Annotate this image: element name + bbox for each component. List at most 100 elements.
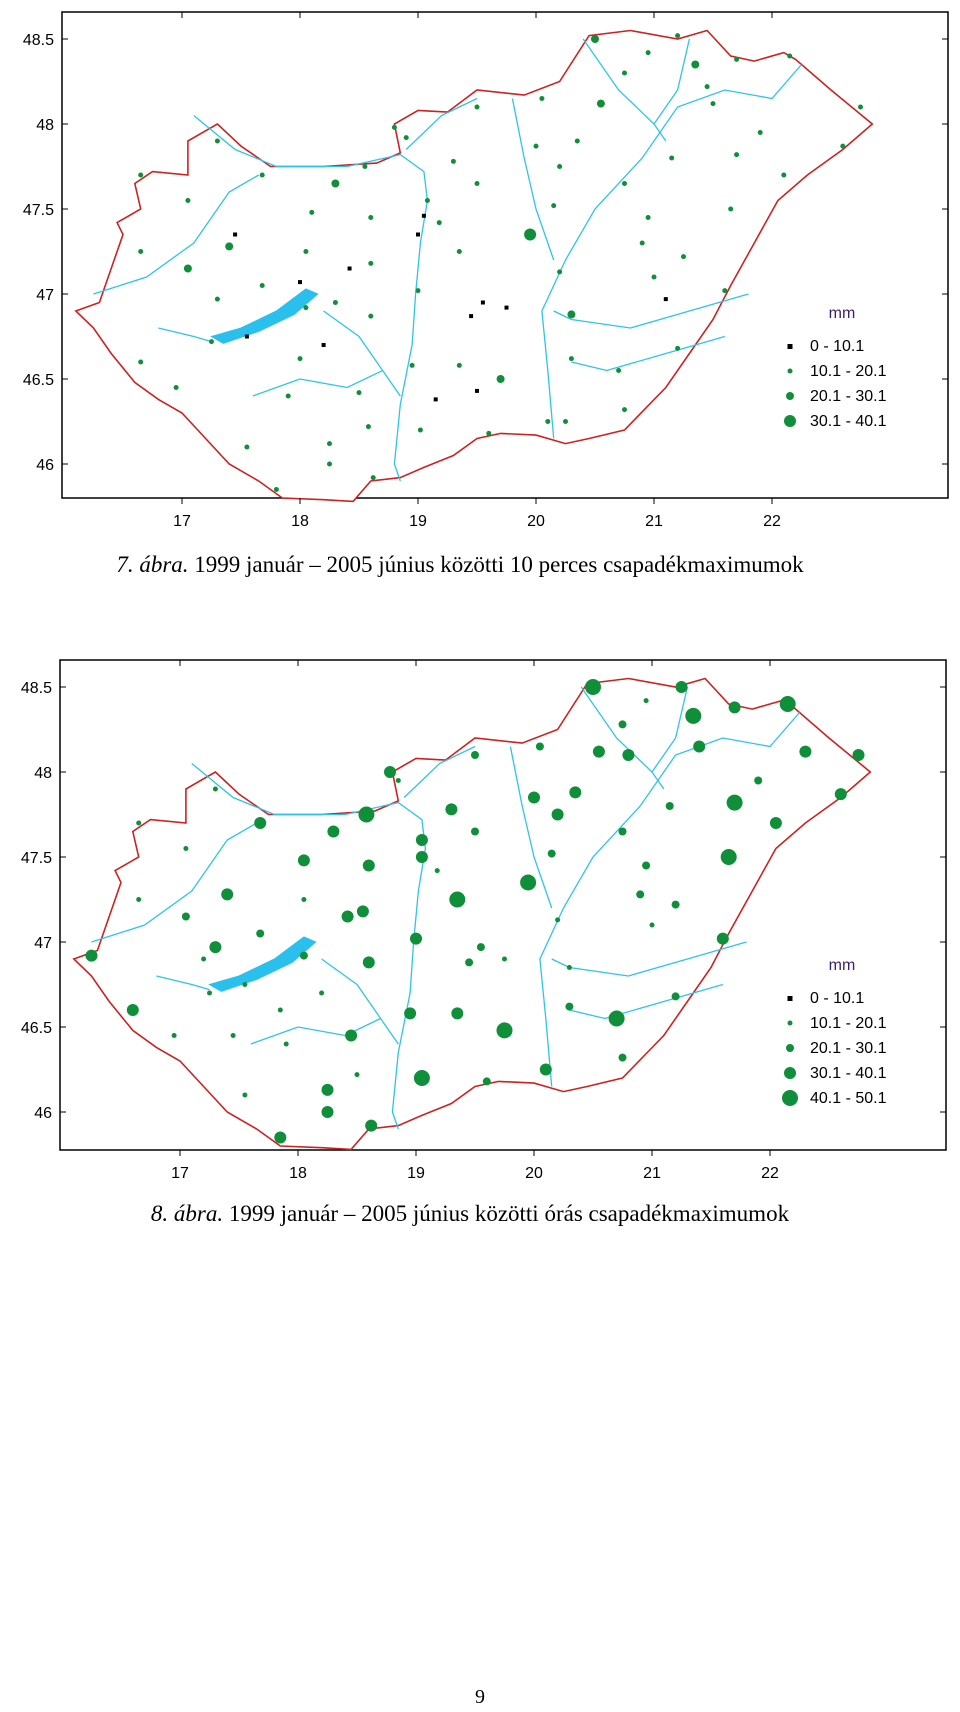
- x-tick-label: 20: [527, 513, 545, 530]
- station-marker: [303, 249, 309, 254]
- station-marker: [480, 300, 485, 305]
- station-marker: [209, 339, 214, 345]
- station-marker: [596, 99, 605, 108]
- station-marker: [244, 444, 250, 450]
- lake-balaton-shape: [208, 936, 317, 992]
- station-marker: [722, 288, 728, 294]
- figure-caption-2: 8. ábra. 1999 január – 2005 június közöt…: [0, 1200, 950, 1228]
- legend-marker: [784, 415, 796, 427]
- station-marker: [539, 1063, 552, 1076]
- station-marker: [181, 912, 190, 921]
- station-marker: [409, 362, 415, 368]
- station-marker: [476, 943, 485, 952]
- station-marker: [852, 749, 865, 761]
- legend-label: 0 - 10.1: [810, 338, 864, 355]
- figure-caption-1: 7. ábra. 1999 január – 2005 június közöt…: [0, 551, 940, 579]
- country-border: [72, 677, 872, 1151]
- legend-label: 10.1 - 20.1: [810, 363, 887, 380]
- river-line: [158, 327, 212, 343]
- river-line: [91, 822, 258, 943]
- station-marker: [618, 1053, 627, 1062]
- station-marker: [471, 827, 479, 836]
- station-marker: [368, 215, 374, 220]
- station-marker: [207, 990, 212, 996]
- rivers: [93, 38, 802, 482]
- station-marker: [242, 982, 248, 987]
- river-line: [509, 746, 553, 909]
- station-marker: [434, 868, 440, 874]
- station-marker: [368, 260, 374, 266]
- river-line: [321, 958, 399, 1045]
- station-marker: [569, 786, 582, 799]
- river-line: [541, 64, 802, 439]
- station-marker: [496, 375, 505, 383]
- y-tick-label: 47: [34, 935, 52, 952]
- station-marker: [138, 359, 144, 365]
- station-marker: [171, 1033, 177, 1038]
- legend-marker: [787, 1020, 793, 1026]
- map-2: 17 18 19 20 21 22 48.5 48 47.5 47 46.5 46 mm 0 - 10…: [21, 659, 947, 1182]
- station-marker: [362, 859, 375, 872]
- station-markers: [138, 33, 863, 492]
- station-marker: [416, 232, 420, 237]
- legend-marker: [786, 1044, 794, 1052]
- station-marker: [259, 283, 265, 288]
- station-marker: [297, 854, 310, 867]
- legend-label: 20.1 - 30.1: [810, 388, 887, 405]
- station-marker: [675, 681, 688, 693]
- station-marker: [779, 696, 796, 712]
- station-marker: [424, 198, 430, 203]
- station-marker: [665, 802, 674, 810]
- station-marker: [221, 888, 234, 901]
- station-markers: [85, 679, 865, 1144]
- station-marker: [720, 849, 737, 865]
- station-marker: [787, 53, 793, 59]
- station-marker: [173, 385, 179, 390]
- station-marker: [651, 274, 657, 280]
- station-marker: [331, 179, 340, 188]
- y-axis-ticks: 48.5 48 47.5 47 46.5 46: [21, 680, 946, 1122]
- x-axis-ticks: 17 18 19 20 21 22: [171, 660, 779, 1182]
- station-marker: [136, 897, 142, 902]
- station-marker: [201, 956, 207, 962]
- station-marker: [616, 368, 622, 373]
- station-marker: [465, 958, 474, 967]
- station-marker: [244, 334, 249, 339]
- station-marker: [681, 254, 686, 260]
- station-marker: [858, 104, 863, 110]
- station-marker: [591, 35, 599, 43]
- country-border-outline: [72, 677, 872, 1151]
- station-marker: [415, 834, 428, 846]
- y-tick-label: 46.5: [23, 372, 54, 389]
- station-marker: [840, 143, 846, 149]
- station-marker: [524, 228, 537, 241]
- river-line: [553, 293, 749, 329]
- x-tick-label: 21: [645, 513, 663, 530]
- station-marker: [327, 441, 332, 447]
- station-marker: [566, 965, 572, 970]
- legend-title: mm: [829, 957, 856, 974]
- station-marker: [449, 891, 466, 908]
- station-marker: [456, 362, 462, 368]
- station-marker: [568, 356, 574, 362]
- caption-prefix: 8. ábra.: [150, 1201, 224, 1226]
- station-marker: [685, 707, 702, 724]
- station-marker: [138, 249, 144, 254]
- legend-label: 30.1 - 40.1: [810, 1065, 887, 1082]
- x-tick-label: 17: [173, 513, 191, 530]
- station-marker: [557, 269, 563, 275]
- station-marker: [354, 1072, 360, 1078]
- station-marker: [212, 786, 218, 792]
- station-marker: [734, 152, 740, 158]
- x-tick-label: 21: [643, 1165, 661, 1182]
- station-marker: [301, 897, 307, 902]
- station-marker: [297, 356, 303, 362]
- legend-marker: [787, 344, 793, 349]
- station-marker: [551, 203, 557, 209]
- station-marker: [520, 874, 537, 891]
- river-line: [403, 745, 476, 798]
- station-marker: [574, 138, 580, 144]
- station-marker: [362, 956, 375, 969]
- station-marker: [636, 890, 645, 899]
- map-1: 17 18 19 20 21 22 48.5 48 47.5 47 46.5 46 mm 0 - 10…: [23, 11, 949, 530]
